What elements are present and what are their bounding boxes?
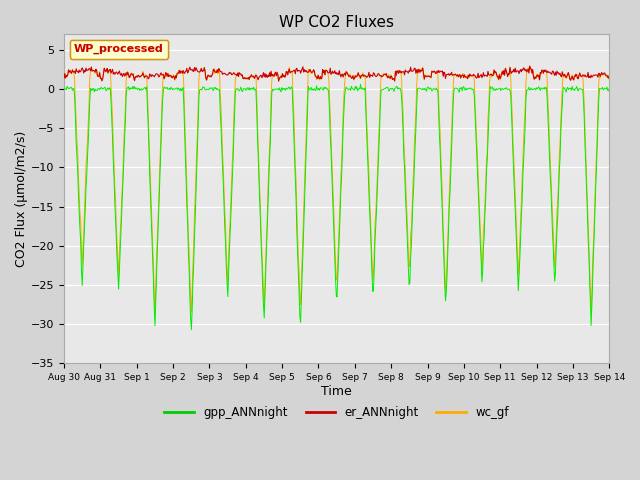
Y-axis label: CO2 Flux (μmol/m2/s): CO2 Flux (μmol/m2/s) xyxy=(15,131,28,267)
Legend: gpp_ANNnight, er_ANNnight, wc_gf: gpp_ANNnight, er_ANNnight, wc_gf xyxy=(159,401,514,423)
X-axis label: Time: Time xyxy=(321,385,352,398)
Title: WP CO2 Fluxes: WP CO2 Fluxes xyxy=(279,15,394,30)
